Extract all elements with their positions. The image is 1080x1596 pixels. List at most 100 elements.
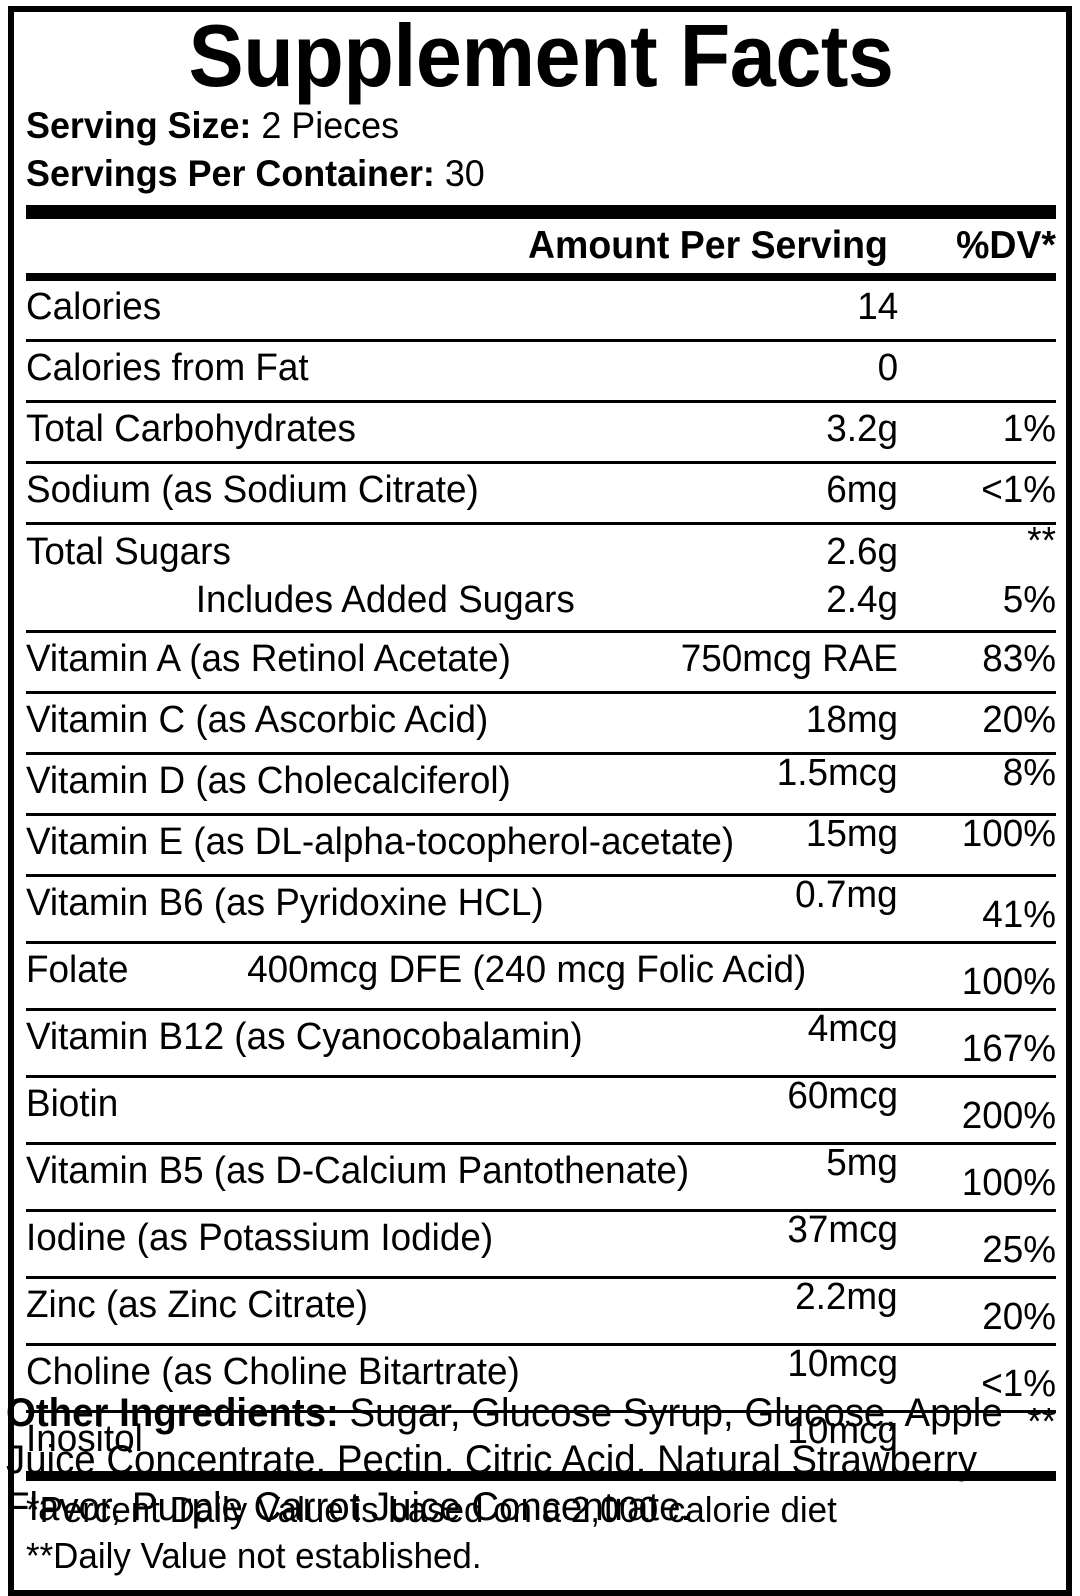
row-divider <box>26 873 1056 877</box>
row-divider <box>26 400 1056 404</box>
nutrient-name: Vitamin B12 (as Cyanocobalamin) <box>26 1015 583 1058</box>
other-ingredients: Other Ingredients: Sugar, Glucose Syrup,… <box>6 1390 1031 1532</box>
divider-thick-footnotes <box>26 1470 1056 1481</box>
table-row: Calories from Fat 0 <box>26 342 1056 400</box>
nutrient-name: Zinc (as Zinc Citrate) <box>26 1283 369 1326</box>
nutrient-name: Folate <box>26 948 129 991</box>
nutrient-amount: 5mg <box>826 1141 898 1184</box>
table-row: Vitamin D (as Cholecalciferol) 1.5mcg 8% <box>26 751 1056 813</box>
nutrient-dv: 20% <box>982 698 1056 741</box>
page-title: Supplement Facts <box>188 6 894 105</box>
nutrient-name: Vitamin D (as Cholecalciferol) <box>26 759 511 802</box>
nutrient-dv: <1% <box>981 1362 1056 1405</box>
sugars-block: Total Sugars 2.6g ** Includes Added Suga… <box>26 520 1056 629</box>
row-divider <box>26 1275 1056 1279</box>
nutrient-name: Inositol <box>26 1417 143 1460</box>
nutrient-amount: 60mcg <box>787 1074 898 1117</box>
row-divider <box>26 690 1056 694</box>
nutrient-amount: 1.5mcg <box>777 751 898 794</box>
nutrient-amount: 750mcg RAE <box>680 637 898 680</box>
table-row: Includes Added Sugars 2.4g 5% <box>26 579 1056 623</box>
nutrient-amount: 15mg <box>805 812 898 855</box>
divider-thick-top <box>26 205 1056 220</box>
table-row: Vitamin B6 (as Pyridoxine HCL) 0.7mg 41% <box>26 873 1056 941</box>
nutrient-dv: 100% <box>961 812 1056 855</box>
nutrient-name: Vitamin E (as DL-alpha-tocopherol-acetat… <box>26 820 735 863</box>
other-ingredients-label: Other Ingredients: <box>6 1391 339 1435</box>
table-row: Sodium (as Sodium Citrate) 6mg <1% <box>26 464 1056 522</box>
footnote-dv-not-established: **Daily Value not established. <box>26 1535 482 1577</box>
nutrient-dv: 8% <box>1002 751 1056 794</box>
nutrient-name: Vitamin A (as Retinol Acetate) <box>26 637 511 680</box>
row-divider <box>26 1141 1056 1145</box>
row-divider <box>26 629 1056 633</box>
nutrient-name: Calories <box>26 286 162 329</box>
row-divider <box>26 522 1056 526</box>
nutrient-dv: ** <box>1027 1400 1056 1443</box>
nutrient-name: Total Carbohydrates <box>26 408 356 451</box>
nutrient-amount: 0 <box>877 347 898 390</box>
nutrient-dv: 167% <box>961 1027 1056 1070</box>
daily-value-header: %DV* <box>956 224 1056 268</box>
table-row: Vitamin E (as DL-alpha-tocopherol-acetat… <box>26 812 1056 874</box>
amount-per-serving-header: Amount Per Serving <box>528 224 888 268</box>
table-row: Total Carbohydrates 3.2g 1% <box>26 403 1056 461</box>
nutrient-dv: 20% <box>982 1295 1056 1338</box>
row-divider <box>26 339 1056 343</box>
nutrient-dv: 100% <box>961 1161 1056 1204</box>
nutrient-amount: 3.2g <box>826 408 898 451</box>
divider-thick-headers <box>26 273 1056 282</box>
facts-panel: Supplement Facts Serving Size: 2 Pieces … <box>8 6 1072 1596</box>
nutrient-name: Sodium (as Sodium Citrate) <box>26 469 479 512</box>
table-row: Total Sugars 2.6g ** <box>26 520 1056 575</box>
nutrient-dv: 100% <box>961 960 1056 1003</box>
nutrient-dv: 200% <box>961 1094 1056 1137</box>
supplement-facts-label: Supplement Facts Serving Size: 2 Pieces … <box>6 6 1072 1596</box>
table-row: Choline (as Choline Bitartrate) 10mcg <1… <box>26 1345 1056 1410</box>
table-row: Folate 400mcg DFE (240 mcg Folic Acid) 1… <box>26 944 1056 1008</box>
nutrient-dv: <1% <box>981 469 1056 512</box>
nutrient-amount: 37mcg <box>787 1208 898 1251</box>
nutrient-amount: 10mcg <box>787 1409 898 1452</box>
nutrient-amount: 6mg <box>826 469 898 512</box>
servings-per-container-value: 30 <box>444 152 485 194</box>
table-row: Vitamin B5 (as D-Calcium Pantothenate) 5… <box>26 1141 1056 1209</box>
nutrient-amount: 0.7mg <box>795 873 898 916</box>
row-divider <box>26 940 1056 944</box>
row-divider <box>26 751 1056 755</box>
nutrient-name: Biotin <box>26 1082 119 1125</box>
nutrient-amount: 2.4g <box>826 578 898 621</box>
table-row: Biotin 60mcg 200% <box>26 1074 1056 1142</box>
servings-per-container-label: Servings Per Container: <box>26 152 435 194</box>
row-divider <box>26 461 1056 465</box>
nutrient-name: Choline (as Choline Bitartrate) <box>26 1350 520 1393</box>
row-divider <box>26 1074 1056 1078</box>
nutrient-name: Vitamin B5 (as D-Calcium Pantothenate) <box>26 1149 690 1192</box>
nutrient-dv: 41% <box>982 893 1056 936</box>
table-row: Vitamin C (as Ascorbic Acid) 18mg 20% <box>26 694 1056 752</box>
nutrient-amount: 400mcg DFE (240 mcg Folic Acid) <box>246 948 806 991</box>
nutrient-amount: 14 <box>856 286 898 329</box>
row-divider <box>26 1342 1056 1346</box>
nutrient-dv: 25% <box>982 1228 1056 1271</box>
nutrient-name: Vitamin B6 (as Pyridoxine HCL) <box>26 881 544 924</box>
row-divider <box>26 1208 1056 1212</box>
servings-per-container-line: Servings Per Container: 30 <box>26 150 1025 197</box>
nutrient-dv: ** <box>1027 520 1056 563</box>
table-row: Inositol 10mcg ** <box>26 1400 1056 1471</box>
nutrient-name: Iodine (as Potassium Iodide) <box>26 1216 494 1259</box>
serving-size-value: 2 Pieces <box>261 105 400 147</box>
nutrient-dv: 1% <box>1002 408 1056 451</box>
row-divider <box>26 812 1056 816</box>
nutrient-name: Total Sugars <box>26 531 231 574</box>
table-row: Vitamin B12 (as Cyanocobalamin) 4mcg 167… <box>26 1007 1056 1075</box>
nutrient-amount: 18mg <box>805 698 898 741</box>
table-row: Calories 14 <box>26 281 1056 339</box>
row-divider <box>26 1007 1056 1011</box>
row-divider <box>26 1409 1056 1413</box>
nutrient-amount: 4mcg <box>807 1007 898 1050</box>
nutrient-name: Calories from Fat <box>26 347 309 390</box>
table-row: Zinc (as Zinc Citrate) 2.2mg 20% <box>26 1278 1056 1343</box>
serving-size-label: Serving Size: <box>26 105 252 147</box>
column-headers: Amount Per Serving %DV* <box>26 219 1056 273</box>
